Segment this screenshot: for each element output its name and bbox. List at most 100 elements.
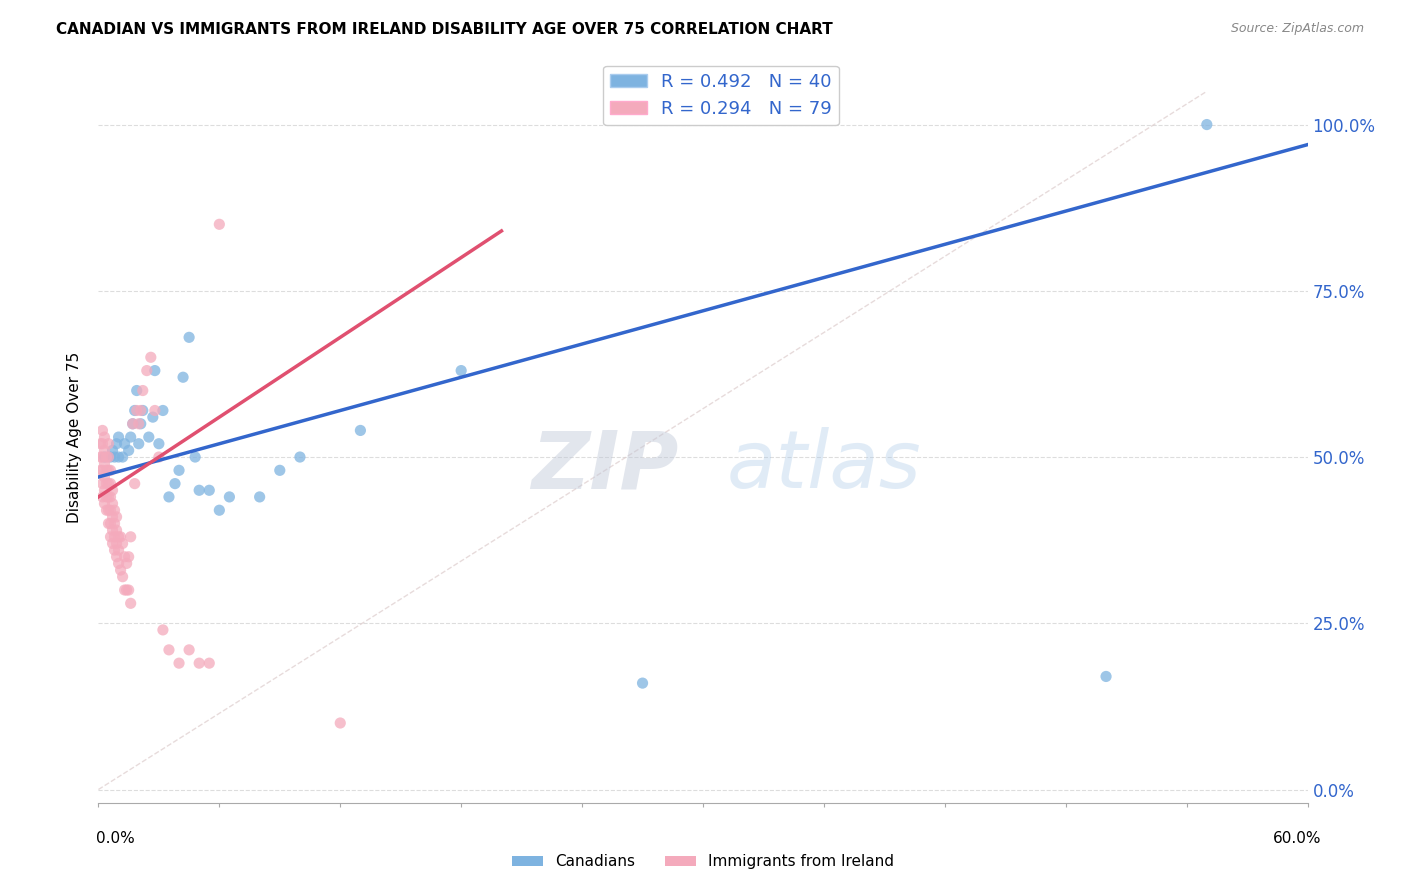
- Text: 60.0%: 60.0%: [1274, 831, 1322, 846]
- Point: [179, 643, 201, 657]
- Point: [91, 476, 114, 491]
- Point: [103, 516, 125, 531]
- Point: [103, 503, 125, 517]
- Point: [97, 450, 120, 464]
- Point: [188, 483, 211, 498]
- Point: [198, 656, 221, 670]
- Point: [152, 403, 174, 417]
- Point: [152, 623, 174, 637]
- Point: [91, 463, 114, 477]
- Point: [128, 417, 150, 431]
- Text: atlas: atlas: [727, 427, 922, 506]
- Point: [93, 430, 115, 444]
- Point: [288, 450, 311, 464]
- Point: [93, 457, 115, 471]
- Point: [157, 490, 180, 504]
- Point: [111, 536, 134, 550]
- Point: [121, 417, 143, 431]
- Point: [125, 403, 148, 417]
- Point: [97, 503, 120, 517]
- Point: [91, 424, 114, 438]
- Point: [103, 450, 125, 464]
- Point: [142, 410, 165, 425]
- Point: [96, 463, 118, 477]
- Text: ZIP: ZIP: [531, 427, 679, 506]
- Point: [115, 582, 138, 597]
- Point: [97, 490, 120, 504]
- Point: [135, 363, 157, 377]
- Legend: R = 0.492   N = 40, R = 0.294   N = 79: R = 0.492 N = 40, R = 0.294 N = 79: [603, 66, 839, 125]
- Point: [450, 363, 472, 377]
- Point: [107, 543, 129, 558]
- Point: [120, 430, 142, 444]
- Point: [107, 450, 129, 464]
- Point: [100, 530, 122, 544]
- Point: [198, 483, 221, 498]
- Point: [124, 403, 146, 417]
- Point: [129, 403, 152, 417]
- Point: [105, 549, 128, 564]
- Point: [114, 549, 136, 564]
- Point: [118, 582, 141, 597]
- Point: [89, 463, 111, 477]
- Point: [110, 530, 132, 544]
- Point: [96, 503, 118, 517]
- Point: [179, 330, 201, 344]
- Point: [105, 523, 128, 537]
- Point: [163, 476, 186, 491]
- Point: [121, 417, 143, 431]
- Point: [89, 450, 111, 464]
- Point: [249, 490, 271, 504]
- Point: [93, 470, 115, 484]
- Point: [107, 557, 129, 571]
- Point: [101, 443, 124, 458]
- Point: [148, 450, 170, 464]
- Point: [1195, 118, 1218, 132]
- Point: [118, 549, 141, 564]
- Point: [89, 436, 111, 450]
- Point: [143, 363, 166, 377]
- Point: [97, 516, 120, 531]
- Point: [100, 490, 122, 504]
- Point: [105, 436, 128, 450]
- Point: [1095, 669, 1118, 683]
- Point: [103, 543, 125, 558]
- Point: [100, 463, 122, 477]
- Point: [172, 370, 194, 384]
- Point: [128, 436, 150, 450]
- Point: [105, 509, 128, 524]
- Point: [188, 656, 211, 670]
- Point: [143, 403, 166, 417]
- Text: 0.0%: 0.0%: [96, 831, 135, 846]
- Point: [93, 497, 115, 511]
- Point: [218, 490, 240, 504]
- Point: [110, 563, 132, 577]
- Point: [148, 436, 170, 450]
- Point: [349, 424, 371, 438]
- Point: [111, 450, 134, 464]
- Point: [107, 430, 129, 444]
- Point: [125, 384, 148, 398]
- Point: [91, 490, 114, 504]
- Point: [100, 503, 122, 517]
- Point: [132, 384, 155, 398]
- Point: [93, 450, 115, 464]
- Point: [118, 443, 141, 458]
- Point: [120, 530, 142, 544]
- Point: [101, 536, 124, 550]
- Point: [93, 443, 115, 458]
- Point: [93, 483, 115, 498]
- Legend: Canadians, Immigrants from Ireland: Canadians, Immigrants from Ireland: [506, 848, 900, 875]
- Point: [91, 450, 114, 464]
- Point: [103, 530, 125, 544]
- Point: [97, 436, 120, 450]
- Point: [107, 530, 129, 544]
- Point: [111, 570, 134, 584]
- Point: [114, 436, 136, 450]
- Point: [96, 450, 118, 464]
- Point: [97, 463, 120, 477]
- Point: [124, 476, 146, 491]
- Point: [101, 509, 124, 524]
- Point: [101, 497, 124, 511]
- Point: [96, 476, 118, 491]
